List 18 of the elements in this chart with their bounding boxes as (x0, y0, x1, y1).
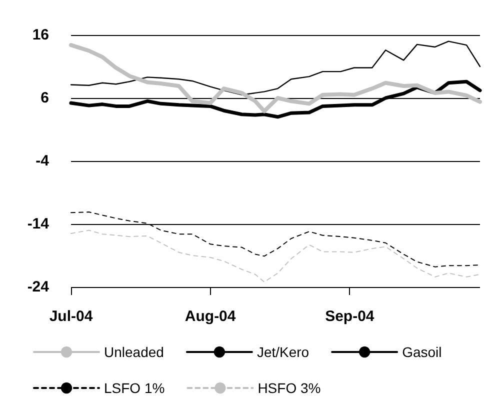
line-series (69, 43, 482, 114)
y-tick-label: 6 (40, 90, 49, 106)
line-series (70, 40, 481, 96)
x-tick-label: Jul-04 (49, 308, 94, 325)
line-series (70, 230, 480, 282)
x-tick-label: Aug-04 (184, 308, 236, 325)
legend-label: LSFO 1% (104, 380, 165, 396)
legend-label: Jet/Kero (256, 344, 310, 360)
y-tick-label: -4 (36, 152, 50, 170)
legend-label: HSFO 3% (258, 380, 321, 396)
x-tick-label: Sep-04 (325, 308, 375, 325)
y-tick-label: -14 (27, 216, 50, 232)
y-tick-label: -24 (27, 278, 50, 296)
line-series (70, 212, 480, 268)
line-series (69, 80, 482, 119)
legend-label: Gasoil (402, 344, 442, 360)
y-tick-label: 16 (32, 26, 49, 44)
legend-label: Unleaded (104, 344, 164, 360)
